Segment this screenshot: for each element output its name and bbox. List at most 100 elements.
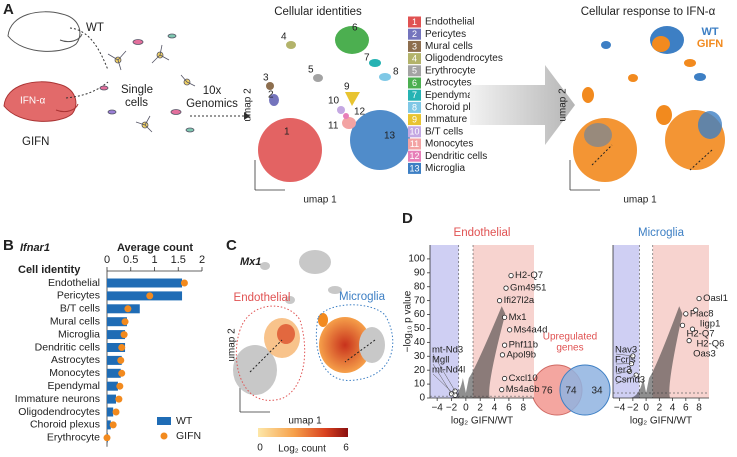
gene-point <box>499 387 505 393</box>
bar <box>107 291 183 301</box>
legend-label: B/T cells <box>425 126 463 137</box>
gene-point <box>499 352 506 358</box>
cluster-number: 9 <box>344 82 350 93</box>
dot <box>120 331 128 339</box>
legend-label: Pericytes <box>425 29 466 40</box>
y-tick-label: B/T cells <box>60 303 100 315</box>
legend-number: 5 <box>412 66 417 76</box>
dot <box>112 408 120 416</box>
x-tick-label: 0.5 <box>123 254 138 266</box>
gene-label: mt-Nd3 <box>432 345 463 356</box>
legend-number: 3 <box>412 41 417 51</box>
legend-number: 6 <box>412 78 417 88</box>
x-axis-label: log₂ GIFN/WT <box>451 416 513 427</box>
legend-swatch <box>408 65 421 77</box>
gene-label: Csmd3 <box>615 375 645 386</box>
dot <box>116 382 124 390</box>
gene-label: Plac8 <box>690 308 714 319</box>
arrow <box>591 144 713 171</box>
gene-label: Mx1 <box>509 312 527 323</box>
wt-brain <box>7 11 83 52</box>
legend-label: Monocytes <box>425 139 473 150</box>
bar <box>107 304 140 314</box>
y-tick-label: 10 <box>414 379 426 390</box>
microglia-label: Microglia <box>339 291 386 303</box>
gene-label: H2-Q6 <box>696 338 724 349</box>
x-tick-label: 2 <box>199 254 205 266</box>
leader <box>432 353 456 392</box>
cluster-number: 13 <box>384 131 396 142</box>
umap-clusters <box>258 26 410 182</box>
venn-circle <box>559 364 611 416</box>
x-tick-label: 2 <box>657 403 663 414</box>
legend-number: 2 <box>412 29 417 39</box>
legend-number: 8 <box>412 102 417 112</box>
umap-title: Cellular identities <box>274 6 362 18</box>
cluster-number: 6 <box>352 23 358 34</box>
gene-label: Fcrls <box>615 355 636 366</box>
y-tick-label: 50 <box>414 323 426 334</box>
gene-label: Ier3 <box>615 365 631 376</box>
x-tick-label: 8 <box>520 403 526 414</box>
y-tick-label: Oligodendrocytes <box>18 406 100 418</box>
y-tick-label: Microglia <box>58 328 100 340</box>
leader <box>615 374 637 385</box>
y-tick-label: 100 <box>408 254 425 265</box>
panel-label: C <box>226 237 237 254</box>
legend-number: 12 <box>409 151 419 161</box>
panel-label: B <box>3 237 14 254</box>
dot <box>118 369 126 377</box>
cells-illustration <box>99 33 196 133</box>
bar <box>107 343 126 352</box>
dot <box>109 421 117 429</box>
legend-number: 10 <box>409 127 419 137</box>
y-tick-label: 30 <box>414 351 426 362</box>
x-tick-label: 1.5 <box>171 254 186 266</box>
leader <box>432 373 456 396</box>
gene-point <box>689 326 696 332</box>
axis-label: umap 1 <box>303 195 337 206</box>
gene-point <box>686 338 692 344</box>
bar <box>107 394 117 404</box>
gene-label: Cxcl10 <box>509 373 538 384</box>
x-tick-label: 1 <box>151 254 157 266</box>
x-tick-label: 2 <box>477 403 483 414</box>
gene-point <box>508 272 514 279</box>
dot <box>146 292 154 300</box>
wt-label: WT <box>86 22 104 34</box>
venn-count: 34 <box>591 386 603 397</box>
cluster-number: 8 <box>393 67 399 78</box>
y-tick-label: Monocytes <box>49 367 100 379</box>
legend-swatch <box>408 126 421 138</box>
legend-swatch <box>157 417 171 425</box>
x-tick-label: 0 <box>463 403 469 414</box>
dot <box>118 344 126 351</box>
gene-label: Iigp1 <box>700 318 721 329</box>
legend-number: 7 <box>412 90 417 100</box>
colorbar-label: Log₂ count <box>278 444 326 455</box>
gene-label: Gm4951 <box>510 283 546 294</box>
legend-swatch <box>408 162 421 174</box>
x-tick-label: 8 <box>696 403 702 414</box>
legend-swatch <box>408 40 421 52</box>
legend-number: 11 <box>410 139 419 149</box>
legend-label: Ependymal <box>425 90 475 101</box>
bar <box>107 355 122 365</box>
x-tick-label: 6 <box>506 403 512 414</box>
gene-label: mt-Nd4l <box>432 365 465 376</box>
gene-label: Mgll <box>432 355 449 366</box>
x-tick-label: 4 <box>492 403 498 414</box>
umap-title: Cellular response to IFN-α <box>581 6 716 18</box>
gene-point <box>679 322 686 328</box>
legend-number: 4 <box>412 53 417 63</box>
legend-label: Mural cells <box>425 41 473 52</box>
cluster-number: 4 <box>281 32 287 43</box>
gene-label: H2-Q7 <box>515 270 543 281</box>
legend-label: WT <box>701 26 718 38</box>
cluster-number: 5 <box>308 65 314 76</box>
y-tick-label: Mural cells <box>50 315 100 327</box>
legend-swatch <box>408 28 421 40</box>
x-axis-label: Average count <box>117 242 193 254</box>
